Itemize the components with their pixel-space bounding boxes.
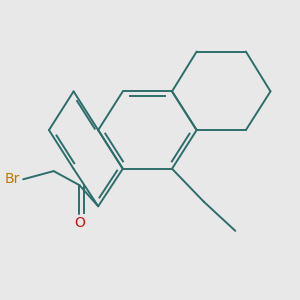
Text: O: O [74, 216, 85, 230]
Text: Br: Br [4, 172, 20, 186]
